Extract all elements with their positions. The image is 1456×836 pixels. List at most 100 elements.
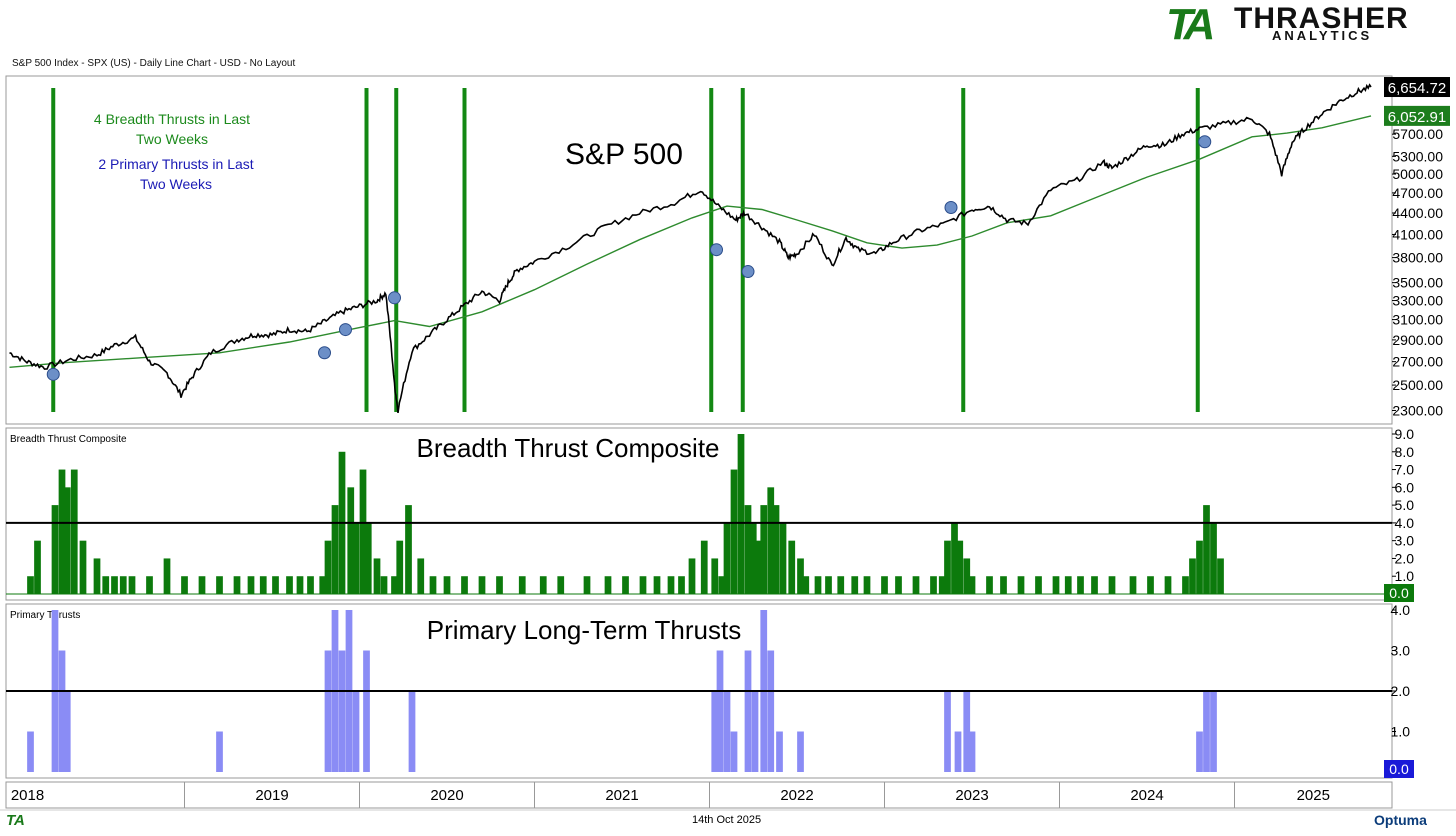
breadth-bar-72 [837,576,845,594]
thrust-marker-7 [1198,135,1212,149]
breadth-bar-59 [737,434,745,594]
breadth-bar-54 [700,540,708,594]
breadth-y-tick-label-2: 7.0 [1395,462,1415,478]
breadth-bar-43 [518,576,526,594]
primary-bar-24 [963,691,971,772]
breadth-bar-101 [1210,522,1217,594]
price-y-tick-label-6: 4100.00 [1392,226,1443,242]
breadth-bar-55 [711,558,719,594]
time-axis: 2018 2019 2020 2021 2022 2023 2024 2025 [0,781,1456,811]
breadth-bar-88 [1035,576,1042,594]
breadth-bar-67 [788,540,796,594]
optuma-logo: Optuma [1374,812,1427,828]
breadth-thrust-line-2 [394,88,399,412]
breadth-bar-84 [968,576,976,594]
primary-bar-0 [27,731,34,772]
primary-bar-17 [751,691,759,772]
primary-bar-13 [716,650,724,772]
breadth-bar-99 [1196,540,1203,594]
breadth-bar-14 [181,576,188,594]
breadth-bar-15 [198,576,206,594]
breadth-bar-49 [639,576,647,594]
year-label-2020: 2020 [430,787,463,804]
breadth-bar-10 [119,576,127,594]
year-label-2024: 2024 [1130,787,1163,804]
price-line [9,83,1372,414]
breadth-bar-1 [34,540,41,594]
instrument-header: S&P 500 Index - SPX (US) - Daily Line Ch… [12,58,296,69]
year-label-2021: 2021 [605,787,638,804]
breadth-bar-60 [744,505,752,594]
breadth-thrust-line-5 [740,88,745,412]
breadth-bar-71 [825,576,832,594]
primary-bar-9 [352,691,360,772]
breadth-bar-30 [359,469,367,594]
breadth-y-tick-label-0: 9.0 [1395,426,1415,442]
breadth-bar-21 [286,576,293,594]
breadth-bar-62 [755,540,762,594]
breadth-bar-7 [93,558,101,594]
year-label-2023: 2023 [955,787,988,804]
primary-bar-22 [944,691,951,772]
primary-y-tick-label-2: 2.0 [1391,683,1411,699]
thrust-marker-6 [944,200,958,214]
breadth-bar-40 [461,576,468,594]
primary-bar-11 [408,691,416,772]
breadth-bar-87 [1017,576,1025,594]
breadth-bar-96 [1164,576,1172,594]
logo-mark: TA [1166,0,1215,49]
breadth-bar-69 [802,576,810,594]
breadth-bar-83 [963,558,971,594]
breadth-bar-9 [111,576,118,594]
breadth-bar-77 [912,576,920,594]
breadth-bar-81 [951,522,958,594]
breadth-bar-2 [51,505,59,594]
price-y-tick-label-10: 3100.00 [1392,312,1443,328]
price-y-tick-label-4: 4700.00 [1392,185,1443,201]
breadth-bar-13 [163,558,171,594]
breadth-bar-61 [749,522,757,594]
breadth-bar-26 [331,505,339,594]
breadth-last-label: 0.0 [1389,585,1409,601]
thrust-marker-0 [46,367,60,381]
primary-y-tick-label-3: 1.0 [1391,724,1411,740]
breadth-bar-56 [718,576,726,594]
breadth-bar-66 [779,522,787,594]
breadth-bar-51 [667,576,675,594]
breadth-bar-47 [604,576,612,594]
breadth-bar-76 [895,576,902,594]
thrust-marker-3 [388,291,401,305]
breadth-annotation-line1: 4 Breadth Thrusts in Last [94,111,250,127]
primary-y-tick-label-0: 4.0 [1391,602,1411,618]
price-y-tick-label-12: 2700.00 [1392,354,1443,370]
price-y-tick-label-5: 4400.00 [1392,205,1443,221]
breadth-bar-91 [1077,576,1084,594]
thrust-marker-2 [339,323,352,337]
breadth-bar-20 [272,576,279,594]
breadth-bar-78 [930,576,937,594]
breadth-bar-46 [583,576,591,594]
year-label-2018: 2018 [11,787,44,804]
breadth-bar-90 [1064,576,1072,594]
breadth-y-tick-label-1: 8.0 [1395,444,1415,460]
price-panel: 6000.005700.005300.005000.004700.004400.… [5,75,1450,425]
breadth-y-tick-label-7: 2.0 [1395,550,1415,566]
price-y-tick-label-14: 2300.00 [1392,402,1443,418]
breadth-y-tick-label-5: 4.0 [1395,515,1415,531]
primary-bar-23 [954,731,962,772]
primary-panel: Primary Thrusts Primary Long-Term Thrusts… [5,602,1414,779]
breadth-bar-95 [1147,576,1154,594]
breadth-y-tick-label-8: 1.0 [1395,568,1415,584]
breadth-bar-50 [653,576,661,594]
footer-logo-mark: TA [6,812,25,829]
primary-panel-label: Primary Thrusts [10,610,80,621]
breadth-bar-4 [63,487,71,594]
breadth-panel-label: Breadth Thrust Composite [10,434,127,445]
price-y-tick-label-1: 5700.00 [1392,126,1443,142]
ma-line [9,115,1372,368]
breadth-bar-75 [881,576,888,594]
breadth-bar-3 [58,469,66,594]
breadth-bar-52 [678,576,685,594]
breadth-bar-57 [723,522,731,594]
